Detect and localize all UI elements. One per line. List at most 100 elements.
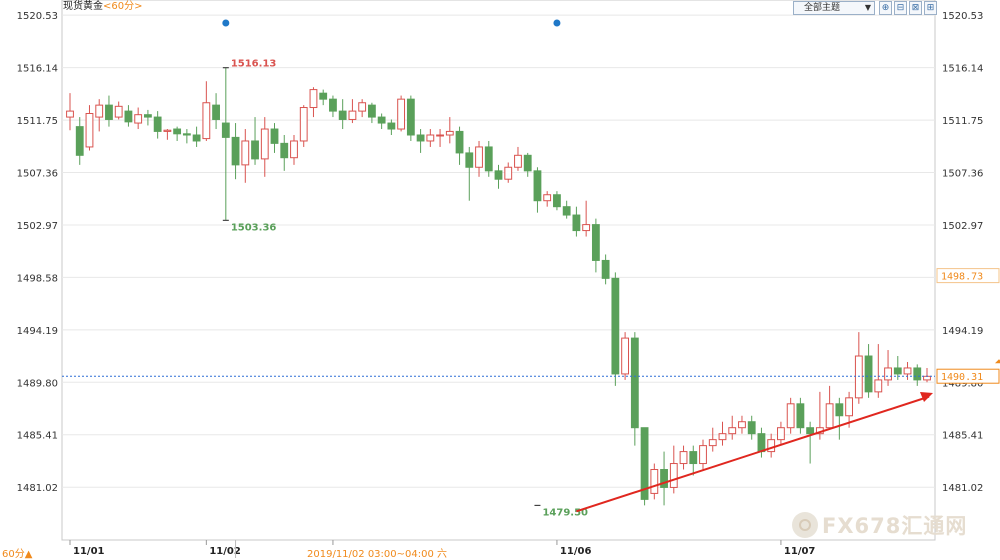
candle-body xyxy=(533,170,542,202)
chart-style-button[interactable]: ⊠ xyxy=(909,1,922,15)
candle-body xyxy=(630,337,639,429)
candle-body xyxy=(397,98,406,130)
candle-body xyxy=(484,146,493,172)
candle-body xyxy=(280,142,289,159)
candle-body xyxy=(192,134,201,142)
candle-body xyxy=(124,110,133,123)
candle-body xyxy=(757,433,766,453)
y-tick-label-left: 1485.41 xyxy=(17,431,58,442)
interval-switch[interactable]: 60分▲ xyxy=(2,545,33,560)
y-tick-label-right: 1494.19 xyxy=(942,326,983,337)
reference-price-label: 1498.73 xyxy=(941,272,983,283)
candle-body xyxy=(767,439,776,453)
candle-body xyxy=(669,463,678,488)
candle-body xyxy=(572,214,581,232)
candle-body xyxy=(221,122,230,138)
candle-body xyxy=(825,403,834,429)
candle-body xyxy=(708,439,717,447)
instrument-title: 现货黄金 xyxy=(63,1,103,12)
candle-body xyxy=(153,116,162,132)
candle-body xyxy=(416,134,425,142)
candle-body xyxy=(796,403,805,429)
candle-body xyxy=(582,224,591,232)
y-tick-label-right: 1511.75 xyxy=(942,116,983,127)
candle-body xyxy=(640,427,649,500)
y-tick-label-left: 1520.53 xyxy=(17,11,58,22)
trend-arrow-head-icon xyxy=(920,392,933,403)
candle-body xyxy=(913,367,922,381)
candle-body xyxy=(893,367,902,375)
x-tick-label: 11/07 xyxy=(784,546,816,557)
candle-body xyxy=(270,128,279,144)
candle-body xyxy=(611,277,620,375)
event-marker-icon xyxy=(553,19,561,27)
candle-body xyxy=(260,128,269,160)
candle-body xyxy=(621,337,630,375)
candle-body xyxy=(806,427,815,435)
chart-header: 现货黄金<60分> xyxy=(63,0,142,15)
low-value-label: 1503.36 xyxy=(231,222,277,233)
candle-body xyxy=(543,194,552,202)
candle-body xyxy=(66,110,74,118)
y-tick-label-left: 1498.58 xyxy=(17,273,58,284)
reference-price-tag xyxy=(936,268,1000,284)
candle-body xyxy=(562,206,571,216)
candle-body xyxy=(523,154,532,172)
theme-dropdown[interactable]: 全部主题 ▼ xyxy=(793,1,875,15)
candle-body xyxy=(348,110,357,120)
candle-body xyxy=(241,140,250,166)
interval-label[interactable]: <60分> xyxy=(103,1,143,12)
crosshair-time-readout: 2019/11/02 03:00~04:00 六 xyxy=(305,545,450,560)
candle-body xyxy=(329,98,337,112)
current-price-label: 1490.31 xyxy=(941,372,983,383)
candle-body xyxy=(358,102,367,112)
candle-body xyxy=(465,152,474,168)
x-tick-label: 11/02 xyxy=(209,546,241,557)
up-arrow-icon xyxy=(995,359,1000,364)
trend-arrow-line xyxy=(576,395,930,513)
candle-body xyxy=(105,104,113,120)
candle-body xyxy=(679,451,688,465)
candle-body xyxy=(231,136,240,166)
candle-body xyxy=(436,134,444,137)
candle-body xyxy=(367,104,376,118)
y-tick-label-left: 1494.19 xyxy=(17,326,58,337)
y-tick-label-left: 1489.80 xyxy=(17,378,58,389)
y-tick-label-left: 1502.97 xyxy=(17,221,58,232)
y-tick-label-right: 1489.80 xyxy=(942,378,983,389)
watermark: FX678汇通网 xyxy=(822,514,968,538)
candle-body xyxy=(475,146,483,168)
y-tick-label-left: 1507.36 xyxy=(17,169,58,180)
candle-body xyxy=(864,355,873,393)
candle-body xyxy=(777,427,785,441)
candle-body xyxy=(309,89,318,109)
candle-body xyxy=(251,140,259,160)
y-tick-label-right: 1520.53 xyxy=(942,11,983,22)
y-tick-label-left: 1511.75 xyxy=(17,116,58,127)
candle-body xyxy=(75,126,84,156)
candle-body xyxy=(319,92,328,100)
candle-body xyxy=(923,375,931,381)
candle-body xyxy=(202,102,211,140)
fullscreen-button[interactable]: ⊞ xyxy=(924,1,937,15)
high-value-label: 1516.13 xyxy=(231,59,277,70)
plot-area xyxy=(61,0,936,541)
y-tick-label-left: 1481.02 xyxy=(17,483,58,494)
candle-body xyxy=(747,421,756,435)
low-value-label: 1479.50 xyxy=(542,507,588,518)
y-tick-label-right: 1516.14 xyxy=(942,64,983,75)
candle-body xyxy=(212,104,220,120)
candle-body xyxy=(835,403,844,417)
candle-body xyxy=(426,134,435,142)
candle-body xyxy=(884,367,892,381)
zoom-in-button[interactable]: ⊕ xyxy=(879,1,892,15)
x-tick-label: 11/01 xyxy=(73,546,105,557)
candle-body xyxy=(738,421,746,429)
candle-body xyxy=(182,133,191,136)
candle-body xyxy=(85,112,94,148)
zoom-out-button[interactable]: ⊟ xyxy=(894,1,907,15)
candle-body xyxy=(699,445,707,465)
candle-body xyxy=(406,98,415,136)
theme-dropdown-label: 全部主题 xyxy=(804,3,841,13)
candle-body xyxy=(903,367,912,375)
